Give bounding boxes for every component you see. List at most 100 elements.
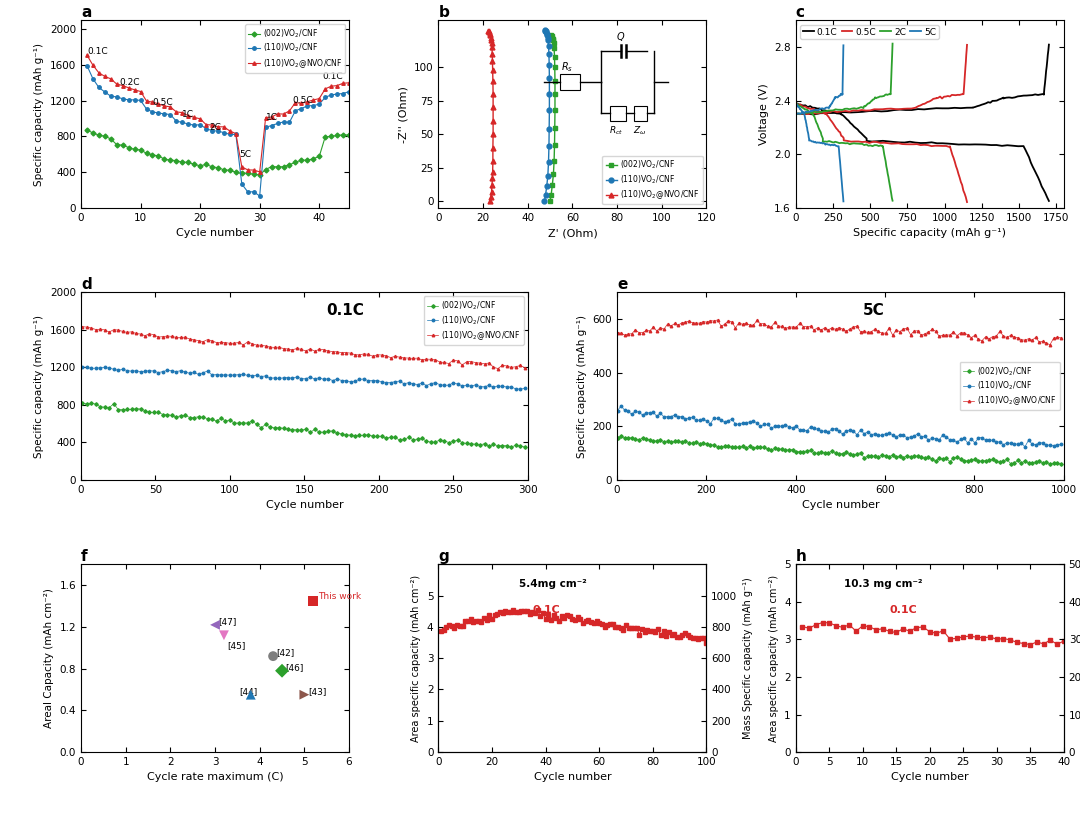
(110)VO$_2$@NVO/CNF bbox=[483, 358, 496, 367]
(110)VO$_2$/CNF bbox=[134, 96, 147, 106]
(110)VO$_2$@NVO/CNF bbox=[729, 323, 742, 333]
(110)VO$_2$@NVO/CNF bbox=[307, 95, 320, 105]
(110)VO$_2$/CNF bbox=[729, 419, 742, 428]
(110)VO$_2$/CNF bbox=[325, 90, 338, 100]
(110)VO$_2$/CNF bbox=[278, 117, 291, 127]
(110)VO$_2$/CNF bbox=[543, 89, 556, 99]
(110)VO$_2$/CNF bbox=[514, 385, 527, 394]
(110)VO$_2$@NVO/CNF bbox=[339, 348, 352, 358]
(110)VO$_2$@NVO/CNF bbox=[486, 167, 499, 176]
(110)VO$_2$/CNF bbox=[542, 59, 555, 69]
Text: [44]: [44] bbox=[240, 687, 258, 696]
(110)VO$_2$/CNF bbox=[541, 33, 554, 42]
(110)VO$_2$@NVO/CNF bbox=[1029, 333, 1042, 342]
(110)VO$_2$@NVO/CNF bbox=[518, 363, 531, 372]
(110)VO$_2$/CNF bbox=[541, 171, 554, 180]
(002)VO$_2$/CNF bbox=[134, 145, 147, 154]
(110)VO$_2$/CNF bbox=[339, 376, 352, 385]
(110)VO$_2$/CNF bbox=[283, 117, 296, 127]
Text: [43]: [43] bbox=[308, 687, 326, 696]
Point bbox=[305, 594, 322, 607]
(002)VO$_2$/CNF bbox=[86, 128, 99, 138]
(110)VO$_2$/CNF bbox=[158, 109, 171, 119]
(110)VO$_2$@NVO/CNF bbox=[485, 36, 498, 46]
(002)VO$_2$/CNF bbox=[253, 170, 266, 180]
(002)VO$_2$/CNF bbox=[176, 158, 189, 167]
(110)VO$_2$@NVO/CNF bbox=[146, 98, 159, 107]
(110)VO$_2$@NVO/CNF bbox=[491, 363, 504, 373]
(002)VO$_2$/CNF bbox=[81, 125, 94, 135]
(002)VO$_2$/CNF bbox=[545, 180, 558, 190]
(110)VO$_2$@NVO/CNF bbox=[152, 99, 165, 109]
Legend: (002)VO$_2$/CNF, (110)VO$_2$/CNF, (110)VO$_2$@NVO/CNF: (002)VO$_2$/CNF, (110)VO$_2$/CNF, (110)V… bbox=[603, 155, 703, 204]
(110)VO$_2$/CNF bbox=[539, 25, 552, 35]
(110)VO$_2$/CNF bbox=[518, 384, 531, 393]
(110)VO$_2$/CNF bbox=[303, 372, 316, 382]
Y-axis label: Areal Capacity (mAh cm⁻²): Areal Capacity (mAh cm⁻²) bbox=[44, 589, 54, 728]
(002)VO$_2$/CNF bbox=[545, 32, 558, 41]
(002)VO$_2$/CNF bbox=[718, 441, 731, 451]
(002)VO$_2$/CNF bbox=[259, 164, 272, 174]
(002)VO$_2$/CNF bbox=[161, 410, 174, 420]
(110)VO$_2$/CNF bbox=[496, 381, 509, 391]
Line: (002)VO$_2$/CNF: (002)VO$_2$/CNF bbox=[548, 33, 557, 204]
(110)VO$_2$@NVO/CNF bbox=[217, 122, 230, 132]
(110)VO$_2$@NVO/CNF bbox=[486, 55, 499, 65]
(110)VO$_2$/CNF bbox=[543, 105, 556, 115]
(110)VO$_2$/CNF bbox=[247, 187, 260, 197]
(110)VO$_2$@NVO/CNF bbox=[325, 81, 338, 91]
(110)VO$_2$@NVO/CNF bbox=[122, 83, 135, 93]
Text: 0.1C: 0.1C bbox=[87, 47, 108, 56]
(002)VO$_2$/CNF bbox=[548, 44, 561, 54]
(110)VO$_2$/CNF bbox=[93, 83, 106, 93]
(002)VO$_2$/CNF bbox=[319, 132, 332, 141]
(110)VO$_2$@NVO/CNF bbox=[110, 79, 123, 89]
(002)VO$_2$/CNF bbox=[98, 132, 111, 141]
(110)VO$_2$@NVO/CNF bbox=[205, 120, 218, 130]
(110)VO$_2$@NVO/CNF bbox=[485, 38, 498, 48]
Text: b: b bbox=[438, 6, 449, 20]
(110)VO$_2$@NVO/CNF bbox=[337, 78, 350, 88]
(002)VO$_2$/CNF bbox=[339, 430, 352, 440]
Line: (002)VO$_2$/CNF: (002)VO$_2$/CNF bbox=[85, 128, 351, 176]
(110)VO$_2$/CNF bbox=[259, 123, 272, 133]
X-axis label: Cycle number: Cycle number bbox=[801, 500, 879, 511]
(110)VO$_2$@NVO/CNF bbox=[81, 50, 94, 60]
(002)VO$_2$/CNF bbox=[337, 130, 350, 140]
(002)VO$_2$/CNF bbox=[170, 155, 183, 165]
(110)VO$_2$@NVO/CNF bbox=[253, 167, 266, 176]
(110)VO$_2$@NVO/CNF bbox=[212, 122, 225, 132]
Text: 1C: 1C bbox=[183, 110, 194, 119]
(002)VO$_2$/CNF bbox=[200, 159, 213, 169]
(110)VO$_2$@NVO/CNF bbox=[487, 129, 500, 139]
(110)VO$_2$@NVO/CNF bbox=[486, 180, 499, 190]
Text: 5.4mg cm⁻²: 5.4mg cm⁻² bbox=[518, 579, 586, 589]
(110)VO$_2$/CNF bbox=[98, 87, 111, 97]
(110)VO$_2$@NVO/CNF bbox=[140, 96, 153, 106]
Text: e: e bbox=[617, 277, 627, 293]
(110)VO$_2$@NVO/CNF bbox=[486, 49, 499, 59]
(002)VO$_2$/CNF bbox=[543, 197, 556, 207]
(110)VO$_2$/CNF bbox=[179, 367, 192, 377]
(002)VO$_2$/CNF bbox=[295, 155, 308, 165]
Y-axis label: Specific capacity (mAh g⁻¹): Specific capacity (mAh g⁻¹) bbox=[577, 315, 588, 458]
(110)VO$_2$@NVO/CNF bbox=[483, 26, 496, 36]
(110)VO$_2$/CNF bbox=[176, 117, 189, 127]
Text: [42]: [42] bbox=[276, 649, 295, 658]
Text: d: d bbox=[81, 277, 92, 293]
(002)VO$_2$/CNF bbox=[548, 140, 561, 150]
(002)VO$_2$/CNF bbox=[890, 452, 903, 462]
(110)VO$_2$/CNF bbox=[170, 116, 183, 126]
(002)VO$_2$/CNF bbox=[188, 159, 201, 169]
(110)VO$_2$/CNF bbox=[229, 129, 242, 139]
Line: (110)VO$_2$/CNF: (110)VO$_2$/CNF bbox=[81, 366, 526, 390]
Y-axis label: Specific capacity (mAh g⁻¹): Specific capacity (mAh g⁻¹) bbox=[35, 315, 44, 458]
(002)VO$_2$/CNF bbox=[548, 38, 561, 48]
Text: [46]: [46] bbox=[285, 663, 303, 672]
(002)VO$_2$/CNF bbox=[548, 156, 561, 166]
(110)VO$_2$/CNF bbox=[542, 158, 555, 167]
Point bbox=[273, 664, 291, 677]
(002)VO$_2$/CNF bbox=[546, 36, 559, 46]
(110)VO$_2$/CNF bbox=[181, 120, 194, 129]
X-axis label: Cycle number: Cycle number bbox=[176, 228, 254, 238]
